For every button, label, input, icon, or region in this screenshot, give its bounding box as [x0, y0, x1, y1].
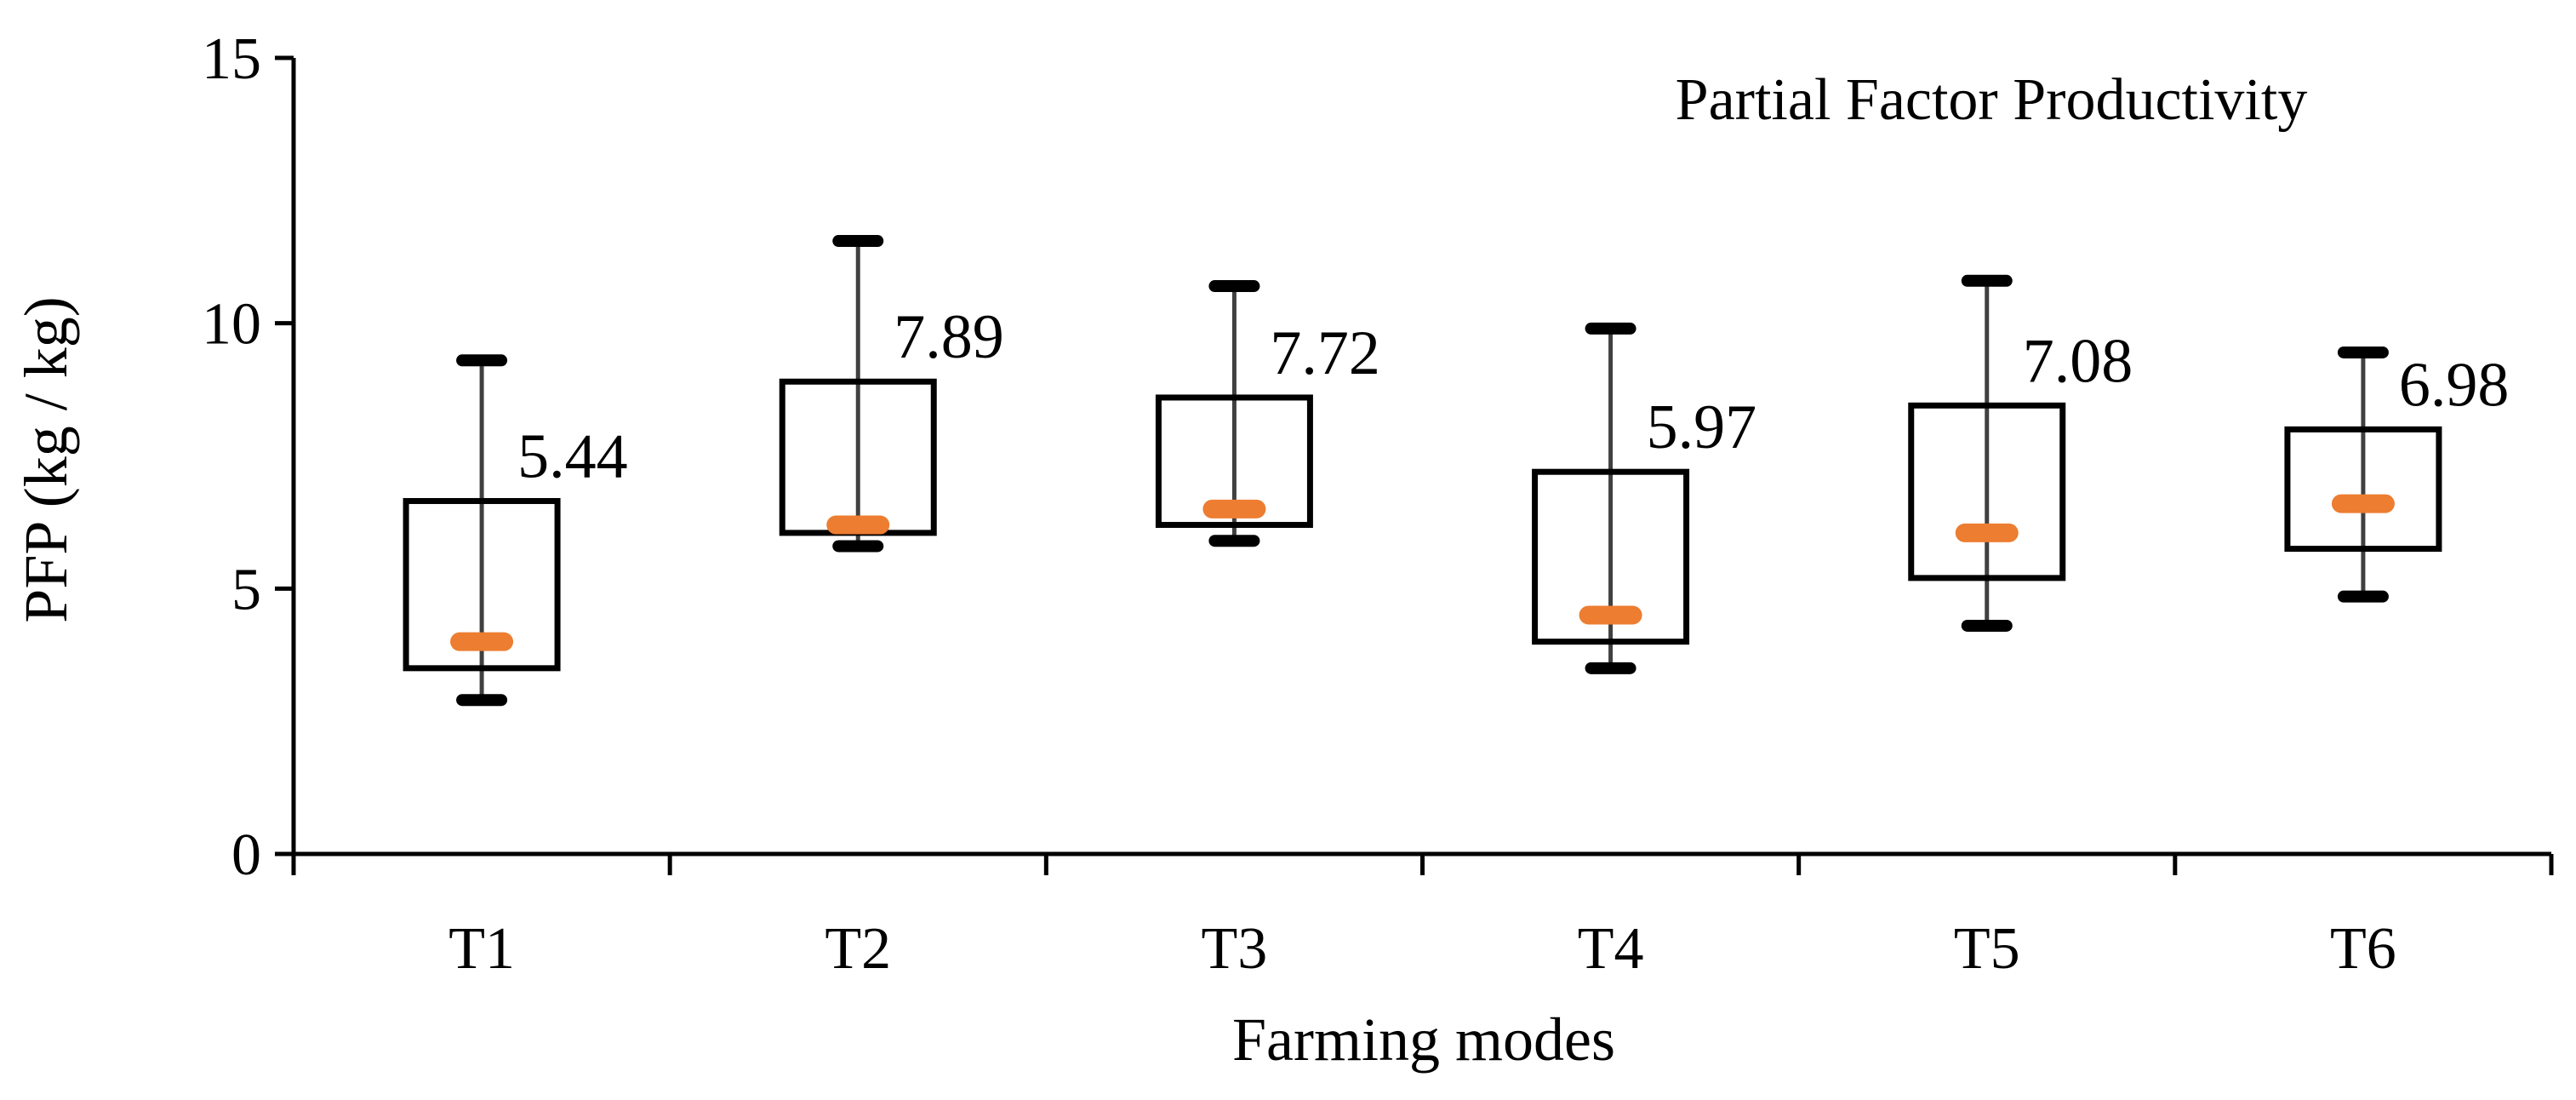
boxes-layer [403, 235, 2442, 707]
y-ticks-layer: 0 5 10 15 [202, 26, 294, 888]
x-tick-label: T6 [2330, 916, 2396, 982]
y-tick-label: 10 [202, 292, 261, 358]
value-label: 7.89 [894, 302, 1004, 372]
box-rect [1155, 394, 1313, 529]
value-label: 5.44 [517, 421, 628, 491]
y-tick-label: 0 [231, 822, 261, 888]
box-rect [403, 497, 561, 672]
value-label: 5.97 [1647, 392, 1757, 462]
x-tick-label: T4 [1578, 916, 1644, 982]
value-label: 6.98 [2399, 350, 2510, 420]
axes-layer [291, 58, 2551, 857]
value-label: 7.08 [2023, 326, 2133, 396]
y-tick-label: 5 [231, 557, 261, 622]
box-rect [2284, 426, 2442, 553]
x-tick-label: T3 [1202, 916, 1268, 982]
x-axis-title: Farming modes [1232, 1005, 1615, 1074]
value-labels-layer: 5.44 7.89 7.72 5.97 7.08 6.98 [517, 302, 2509, 491]
box-rect [1532, 468, 1690, 645]
value-label: 7.72 [1270, 318, 1380, 388]
box-rect [1908, 402, 2066, 582]
x-ticks-layer: T1 T2 T3 T4 T5 T6 [291, 854, 2554, 982]
y-axis-title: PFP (kg / kg) [12, 296, 80, 622]
chart-title: Partial Factor Productivity [1676, 67, 2308, 133]
x-tick-label: T2 [825, 916, 891, 982]
y-tick-label: 15 [202, 26, 261, 92]
x-tick-label: T5 [1954, 916, 2020, 982]
x-tick-label: T1 [448, 916, 515, 982]
